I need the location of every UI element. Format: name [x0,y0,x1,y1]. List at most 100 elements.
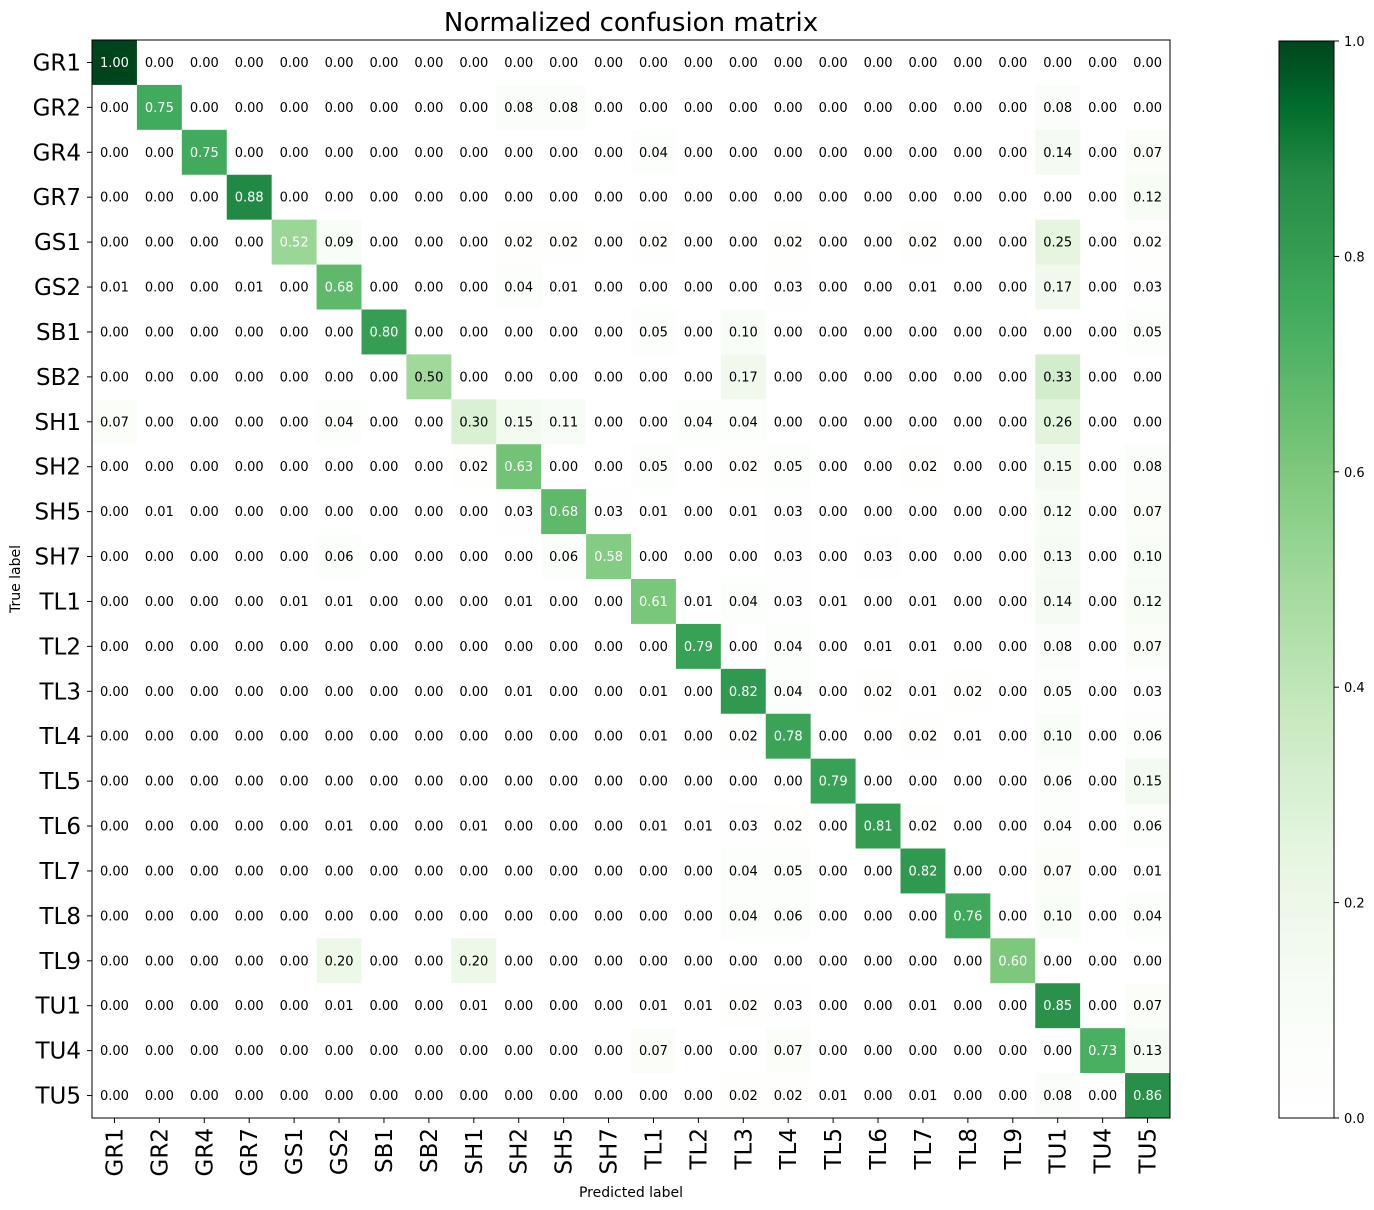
heatmap-cell [226,40,272,86]
cell-value-label: 0.00 [235,954,264,969]
heatmap-cell [1125,444,1171,490]
cell-value-label: 0.00 [998,1044,1027,1059]
y-tick-label: TL1 [39,589,82,615]
cell-value-label: 0.00 [280,281,309,296]
cell-value-label: 0.03 [729,820,758,835]
heatmap-cell [900,354,946,400]
heatmap-cell [451,489,497,535]
heatmap-cell [271,803,317,849]
heatmap-cell [361,579,407,625]
heatmap-cell [181,938,228,984]
cell-value-label: 0.00 [549,1089,578,1104]
heatmap-cell [945,758,991,804]
cell-value-label: 0.00 [504,999,533,1014]
heatmap-cell [855,40,901,86]
cell-value-label: 0.00 [953,820,982,835]
cell-value-label: 0.76 [953,909,982,924]
heatmap-cell [1080,444,1126,490]
cell-value-label: 0.13 [1043,550,1072,565]
heatmap-cell [1080,1073,1126,1119]
cell-value-label: 0.00 [459,325,488,340]
heatmap-cell [361,174,407,220]
cell-value-label: 0.00 [459,775,488,790]
heatmap-cell [631,399,677,445]
heatmap-cell [990,534,1036,580]
cell-value-label: 0.00 [280,775,309,790]
cell-value-label: 0.00 [280,56,309,71]
heatmap-cell [406,983,452,1029]
cell-value-label: 0.00 [639,640,668,655]
heatmap-cell [1125,938,1171,984]
heatmap-cell [1035,848,1081,894]
heatmap-cell [1035,1028,1081,1074]
cell-value-label: 0.00 [190,864,219,879]
heatmap-cell [631,489,677,535]
heatmap-cell [361,309,407,355]
heatmap-cell [226,219,272,265]
cell-value-label: 0.00 [594,595,623,610]
cell-value-label: 0.00 [684,685,713,700]
cell-value-label: 0.00 [100,595,129,610]
heatmap-cell [406,713,452,759]
y-tick-label: TL9 [39,949,82,975]
cell-value-label: 0.00 [639,550,668,565]
cell-value-label: 0.00 [684,146,713,161]
heatmap-cell [810,1073,856,1119]
cell-value-label: 0.00 [639,415,668,430]
heatmap-cell [496,983,542,1029]
cell-value-label: 0.00 [100,370,129,385]
cell-value-label: 0.00 [594,775,623,790]
heatmap-cell [92,983,138,1029]
heatmap-cell [631,848,677,894]
cell-value-label: 0.00 [414,954,443,969]
cell-value-label: 0.00 [369,550,398,565]
cell-value-label: 0.01 [1133,864,1162,879]
cell-value-label: 0.00 [145,999,174,1014]
cell-value-label: 0.00 [864,505,893,520]
cell-value-label: 0.12 [1133,191,1162,206]
cell-value-label: 0.00 [190,909,219,924]
cell-value-label: 0.00 [908,191,937,206]
x-tick-label: SB2 [417,1128,443,1173]
x-tick-label: TL1 [641,1128,667,1171]
cell-value-label: 0.00 [594,954,623,969]
heatmap-cell [810,938,856,984]
cell-value-label: 0.00 [280,864,309,879]
heatmap-cell [406,893,452,939]
cell-value-label: 0.00 [998,730,1027,745]
cell-value-label: 0.00 [864,415,893,430]
heatmap-cell [720,713,767,759]
heatmap-cell [675,758,722,804]
heatmap-cell [1035,84,1081,131]
heatmap-cell [810,129,856,176]
cell-value-label: 0.02 [729,730,758,745]
heatmap-cell [136,534,183,580]
cell-value-label: 0.09 [325,236,354,251]
cell-value-label: 0.01 [908,999,937,1014]
heatmap-cell [1080,489,1126,535]
heatmap-cell [406,938,452,984]
cell-value-label: 0.07 [1043,864,1072,879]
heatmap-cell [136,444,183,490]
heatmap-cell [361,264,407,310]
heatmap-cell [316,983,362,1029]
cell-value-label: 0.00 [729,236,758,251]
cell-value-label: 0.01 [100,281,129,296]
heatmap-cell [1125,534,1171,580]
cell-value-label: 0.00 [100,191,129,206]
heatmap-cell [1125,623,1171,670]
cell-value-label: 0.00 [729,56,758,71]
cell-value-label: 0.00 [953,370,982,385]
heatmap-cell [765,848,811,894]
cell-value-label: 0.00 [459,191,488,206]
cell-value-label: 0.00 [235,325,264,340]
heatmap-cell [586,399,632,445]
cell-value-label: 0.01 [325,820,354,835]
cell-value-label: 0.17 [1043,281,1072,296]
cell-value-label: 0.00 [190,685,219,700]
heatmap-cell [631,623,677,670]
heatmap-cell [181,309,228,355]
cell-value-label: 0.00 [190,1044,219,1059]
heatmap-cell [586,219,632,265]
y-tick-label: GS1 [34,230,81,256]
